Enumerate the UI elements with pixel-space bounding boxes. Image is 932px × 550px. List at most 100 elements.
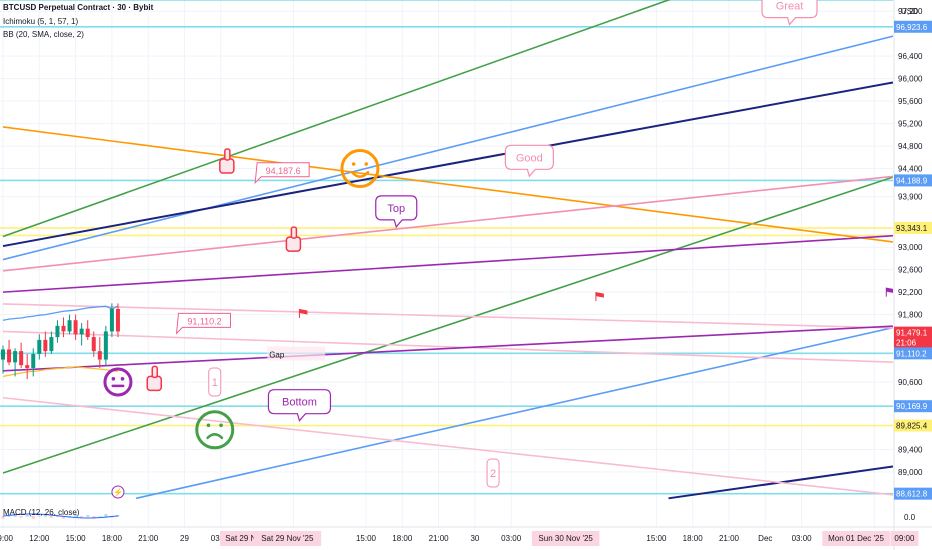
- price-badge-label: 88,612.8: [896, 490, 928, 499]
- price-tick-label: 95,600: [898, 97, 923, 106]
- price-badge-countdown: 21:06: [896, 339, 917, 348]
- price-callout: 91,110.2: [175, 312, 231, 335]
- price-badge-label: 94,188.9: [896, 176, 928, 185]
- candle-body: [43, 339, 48, 352]
- hand-palm: [146, 375, 162, 392]
- trend-line-purple-upper: [2, 234, 893, 293]
- callout-great: Great: [761, 0, 818, 26]
- time-marker-label: Sat 29 Nov: [225, 534, 265, 543]
- callout-good: Good: [504, 144, 554, 178]
- pointing-hand-icon: [285, 226, 302, 252]
- sad-face-icon: [195, 410, 235, 450]
- candle-body: [79, 328, 84, 335]
- price-callout-text: 94,187.6: [266, 166, 301, 176]
- currency-label: USD: [901, 7, 918, 16]
- face-eye: [364, 162, 369, 166]
- callout-bubble: [375, 195, 418, 229]
- time-marker-label: 09:00: [894, 534, 915, 543]
- trend-line-blue-lower: [135, 326, 893, 500]
- macd-histogram-bar: [1, 516, 5, 519]
- time-tick-label: 21:00: [429, 534, 450, 543]
- callout-text: Top: [387, 203, 405, 215]
- candles: [1, 303, 120, 380]
- price-callout-box: [254, 162, 310, 185]
- gap-label: Gap: [269, 350, 285, 359]
- neutral-face-icon: [103, 367, 133, 397]
- candle-body: [13, 351, 18, 363]
- macd-histogram-bar: [37, 516, 41, 517]
- time-tick-label: 29: [180, 534, 189, 543]
- price-tick-label: 93,000: [898, 243, 923, 252]
- macd-histogram-bar: [19, 516, 23, 518]
- wave-label-box: [486, 458, 500, 488]
- price-badge: [894, 419, 932, 432]
- candle-body: [19, 351, 24, 366]
- price-tick-label: 92,600: [898, 266, 923, 275]
- candle-body: [25, 365, 30, 368]
- price-tick-label: 93,900: [898, 193, 923, 202]
- time-marker-label: Sat 29 Nov '25: [261, 534, 314, 543]
- time-marker-label: Sun 30 Nov '25: [538, 534, 593, 543]
- time-marker-bg: [890, 531, 919, 546]
- price-badge: [894, 20, 932, 33]
- bolt-circle: [111, 485, 125, 499]
- time-tick-label: 21:00: [138, 534, 159, 543]
- price-tick-label: 89,000: [898, 468, 923, 477]
- trend-line-green-upper: [2, 0, 671, 238]
- trend-line-pink-lower-2: [2, 330, 893, 363]
- price-tick-label: 92,200: [898, 288, 923, 297]
- candle-body: [49, 337, 54, 352]
- trend-line-purple-lower: [2, 325, 893, 372]
- macd-histogram-bar: [31, 516, 35, 519]
- time-tick-label: 30: [470, 534, 479, 543]
- chart-title: BTCUSD Perpetual Contract · 30 · Bybit: [3, 3, 154, 12]
- bb-lower-line: [2, 366, 119, 378]
- macd-histogram-bar: [86, 515, 90, 517]
- time-axis: 09:00 12:00 15:00 18:00 21:00 29 03:00 09:00 15:…: [0, 531, 919, 546]
- wave-label-text: 1: [212, 377, 218, 389]
- candle-body: [1, 349, 5, 360]
- price-tick-label: 96,400: [898, 52, 923, 61]
- callout-bubble: [761, 0, 818, 26]
- candle-body: [73, 320, 78, 335]
- price-badge-label: 96,923.6: [896, 23, 928, 32]
- candle-body: [7, 349, 12, 363]
- pointing-hand-icon: [146, 365, 162, 392]
- wave-label-text: 2: [490, 468, 496, 480]
- macd-histogram-bar: [49, 516, 53, 518]
- face-outline: [103, 367, 133, 397]
- time-tick-label: 15:00: [646, 534, 667, 543]
- price-tick-label: 96,000: [898, 75, 923, 84]
- bollinger-legend[interactable]: BB (20, SMA, close, 2): [3, 30, 84, 39]
- time-tick-label: 18:00: [392, 534, 413, 543]
- candle-body: [103, 331, 108, 360]
- macd-line: [2, 513, 119, 519]
- hand-finger: [224, 148, 231, 161]
- alert-bolt-icon: ⚡: [111, 485, 125, 499]
- price-callout-text: 91,110.2: [187, 316, 221, 326]
- face-eye: [120, 376, 125, 381]
- candle-body: [97, 351, 102, 360]
- price-tick-label: 97,200: [898, 7, 923, 16]
- macd-histogram-bar: [43, 514, 47, 517]
- macd-pane: ⚡: [1, 485, 125, 519]
- time-tick-label: 03:00: [501, 534, 522, 543]
- candle-body: [55, 325, 60, 338]
- price-badge-label: 91,110.2: [896, 349, 927, 358]
- trend-line-pink-lower-1: [2, 303, 893, 329]
- macd-legend[interactable]: MACD (12, 26, close): [3, 508, 80, 517]
- time-marker-bg: [253, 531, 322, 546]
- candle-body: [37, 339, 42, 354]
- face-outline: [340, 149, 380, 189]
- ichimoku-legend[interactable]: Ichimoku (5, 1, 57, 1): [3, 17, 79, 26]
- candle-body: [67, 320, 72, 332]
- bb-upper-line: [2, 305, 119, 321]
- price-tick-label: 95,200: [898, 120, 923, 129]
- candle-body: [91, 337, 96, 352]
- price-badge-label: 89,825.4: [896, 422, 928, 431]
- macd-histogram-bar: [74, 514, 78, 517]
- price-badge-label: 90,169.9: [896, 402, 928, 411]
